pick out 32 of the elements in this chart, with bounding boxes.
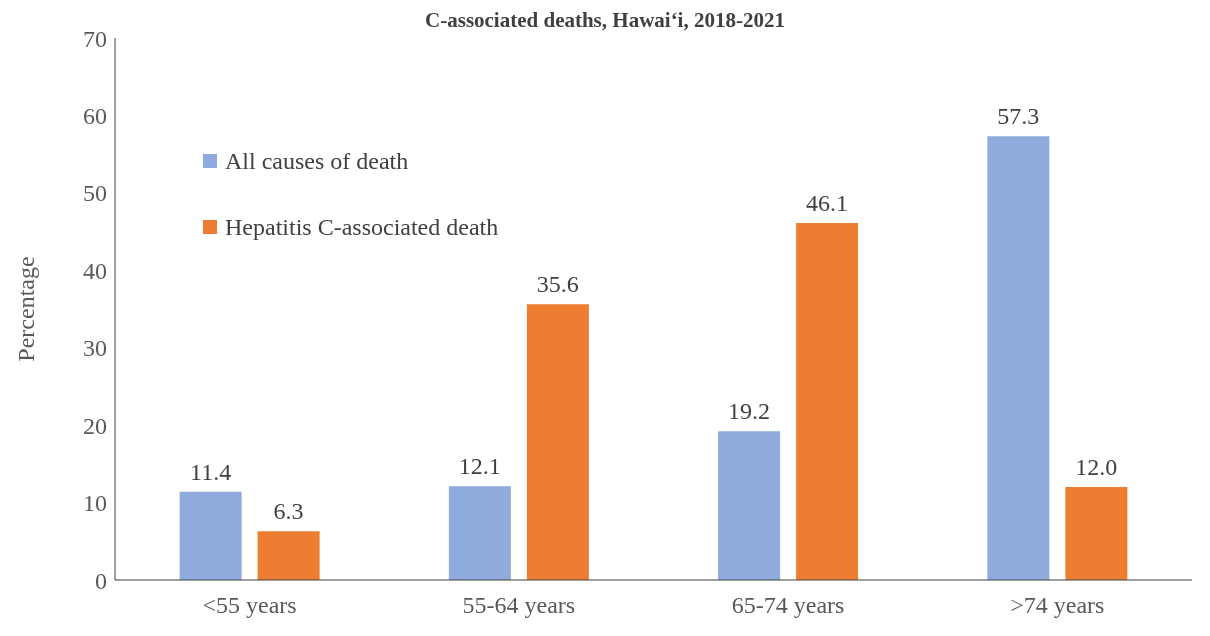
bar [718,431,781,580]
y-tick-label: 50 [83,180,107,207]
bar [448,486,511,580]
y-tick-label: 0 [95,567,107,594]
y-tick-label: 70 [83,25,107,52]
bar [257,531,320,580]
x-tick-label: 65-74 years [731,592,845,619]
bar [526,304,589,580]
data-label: 12.0 [1075,454,1118,481]
bar [1065,487,1128,580]
y-tick-label: 10 [83,490,107,517]
y-tick-label: 20 [83,412,107,439]
data-label: 57.3 [997,103,1040,130]
legend-label: Hepatitis C-associated death [225,213,499,242]
data-label: 46.1 [806,190,849,217]
data-label: 11.4 [190,458,232,485]
legend-label: All causes of death [225,147,409,176]
bar [179,491,242,580]
data-label: 6.3 [273,498,304,525]
data-label: 12.1 [458,453,501,480]
data-label: 19.2 [728,398,771,425]
bar [987,136,1050,580]
x-tick-label: >74 years [1010,592,1105,619]
data-label: 35.6 [536,271,579,298]
y-tick-label: 60 [83,102,107,129]
chart-title: C-associated deaths, Hawai‘i, 2018-2021 [425,8,785,32]
bar [796,223,859,580]
y-tick-label: 40 [83,257,107,284]
x-tick-label: <55 years [202,592,297,619]
y-axis-title: Percentage [12,256,39,362]
x-tick-label: 55-64 years [462,592,576,619]
y-tick-label: 30 [83,335,107,362]
